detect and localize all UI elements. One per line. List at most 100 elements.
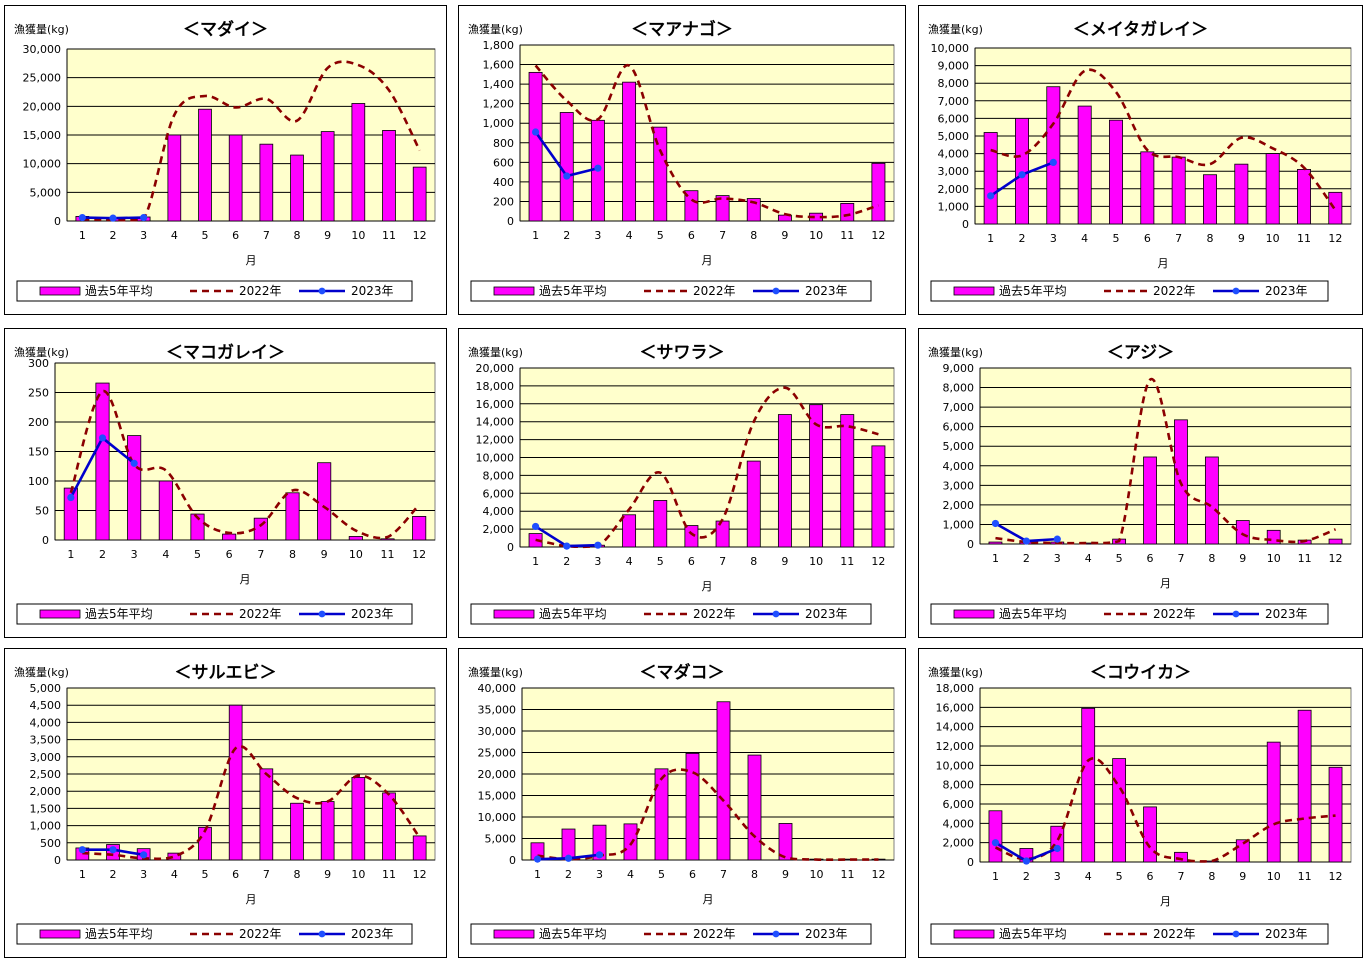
x-tick-label: 3	[594, 229, 601, 242]
x-tick-label: 7	[1177, 870, 1184, 883]
y-tick-label: 9,000	[938, 60, 970, 73]
y-tick-label: 4,000	[943, 460, 975, 473]
x-tick-label: 6	[688, 229, 695, 242]
x-tick-label: 7	[263, 868, 270, 881]
chart-title: ＜マダイ＞	[183, 19, 268, 40]
bar-avg-month-12	[871, 162, 886, 222]
bar-avg-month-8	[746, 460, 761, 548]
x-tick-label: 11	[841, 868, 855, 881]
y-tick-label: 2,000	[30, 785, 62, 798]
bar-avg-month-11	[380, 538, 395, 541]
bar-avg-month-5	[198, 826, 212, 861]
y-tick-label: 1,000	[483, 117, 515, 130]
y-tick-label: 300	[28, 357, 49, 370]
x-tick-label: 8	[294, 868, 301, 881]
x-tick-label: 9	[1239, 870, 1246, 883]
x-tick-label: 5	[194, 548, 201, 561]
y-tick-label: 0	[507, 215, 514, 228]
y-tick-label: 3,000	[938, 165, 970, 178]
x-tick-label: 12	[412, 548, 426, 561]
x-tick-label: 9	[1238, 232, 1245, 245]
bar-avg-month-11	[840, 202, 855, 222]
legend-label-2022: 2022年	[693, 284, 736, 298]
bar-avg-month-5	[198, 108, 212, 222]
y-tick-label: 4,000	[938, 148, 970, 161]
bar-avg-month-9	[1234, 163, 1249, 225]
y-tick-label: 1,800	[483, 39, 515, 52]
y-axis-label: 漁獲量(kg)	[468, 345, 523, 359]
point-2023-month-1	[78, 213, 86, 222]
x-tick-label: 1	[79, 868, 86, 881]
y-tick-label: 0	[42, 534, 49, 547]
x-tick-label: 11	[1298, 552, 1312, 565]
y-axis-label: 漁獲量(kg)	[928, 665, 983, 679]
x-tick-label: 6	[1147, 552, 1154, 565]
point-2023-month-2	[109, 214, 117, 222]
legend-marker-2023	[1232, 930, 1240, 938]
x-tick-label: 10	[351, 229, 365, 242]
x-tick-label: 11	[382, 229, 396, 242]
bar-avg-month-5	[654, 768, 669, 861]
bar-avg-month-6	[222, 533, 237, 541]
x-tick-label: 2	[1023, 552, 1030, 565]
x-axis-label: 月	[1160, 895, 1171, 908]
point-2023-month-3	[140, 851, 148, 859]
x-tick-label: 10	[1266, 232, 1280, 245]
x-tick-label: 12	[871, 229, 885, 242]
y-tick-label: 0	[54, 215, 61, 228]
chart-panel-9: ＜コウイカ＞ 漁獲量(kg) 0 2,000 4,000 6,000 8,000 10,000…	[918, 648, 1363, 958]
legend-label-avg: 過去5年平均	[85, 284, 153, 298]
x-tick-label: 6	[688, 555, 695, 568]
y-tick-label: 40,000	[478, 682, 517, 695]
bar-avg-month-8	[290, 154, 304, 222]
legend-label-2023: 2023年	[351, 284, 394, 298]
legend-swatch-avg	[39, 609, 81, 619]
y-tick-label: 0	[509, 854, 516, 867]
x-tick-label: 1	[534, 868, 541, 881]
bar-avg-month-7	[715, 195, 730, 222]
x-tick-label: 2	[110, 868, 117, 881]
bar-avg-month-9	[1235, 520, 1250, 545]
y-tick-label: 5,000	[943, 440, 975, 453]
x-tick-label: 2	[110, 229, 117, 242]
x-tick-label: 9	[781, 555, 788, 568]
bar-avg-month-10	[1265, 153, 1280, 225]
x-tick-label: 7	[719, 555, 726, 568]
chart-svg: ＜メイタガレイ＞ 漁獲量(kg) 0 1,000 2,000 3,000 4,000 5,00…	[918, 5, 1363, 315]
legend-label-2022: 2022年	[1153, 927, 1196, 941]
legend-label-2023: 2023年	[351, 607, 394, 621]
y-tick-label: 2,000	[943, 837, 975, 850]
y-tick-label: 2,000	[483, 523, 515, 536]
y-tick-label: 4,000	[483, 505, 515, 518]
x-tick-label: 3	[596, 868, 603, 881]
x-tick-label: 12	[1328, 232, 1342, 245]
y-tick-label: 10,000	[478, 811, 517, 824]
chart-panel-1: ＜マダイ＞ 漁獲量(kg) 0 5,000 10,000 15,000 20,000 25,0…	[4, 5, 447, 315]
y-tick-label: 6,000	[943, 421, 975, 434]
legend-label-avg: 過去5年平均	[539, 927, 607, 941]
line-2022	[995, 378, 1337, 545]
y-tick-label: 5,000	[485, 833, 517, 846]
legend-marker-2023	[772, 287, 780, 295]
x-tick-label: 4	[1085, 552, 1092, 565]
x-tick-label: 7	[720, 868, 727, 881]
bar-avg-month-12	[1328, 538, 1343, 545]
bar-avg-month-8	[1203, 174, 1217, 225]
bar-avg-month-7	[253, 517, 268, 541]
legend-swatch-avg	[953, 929, 995, 939]
x-tick-label: 3	[1054, 552, 1061, 565]
y-tick-label: 0	[54, 854, 61, 867]
x-tick-label: 4	[171, 868, 178, 881]
y-tick-label: 30,000	[478, 725, 517, 738]
y-axis-label: 漁獲量(kg)	[14, 665, 69, 679]
bar-avg-month-12	[412, 515, 427, 541]
y-tick-label: 14,000	[936, 721, 975, 734]
y-tick-label: 400	[493, 176, 514, 189]
bar-avg-month-12	[412, 835, 427, 861]
chart-title: ＜アジ＞	[1107, 343, 1174, 363]
y-tick-label: 7,000	[938, 95, 970, 108]
y-tick-label: 200	[493, 195, 514, 208]
y-axis-label: 漁獲量(kg)	[468, 665, 523, 679]
x-tick-label: 11	[1297, 232, 1311, 245]
